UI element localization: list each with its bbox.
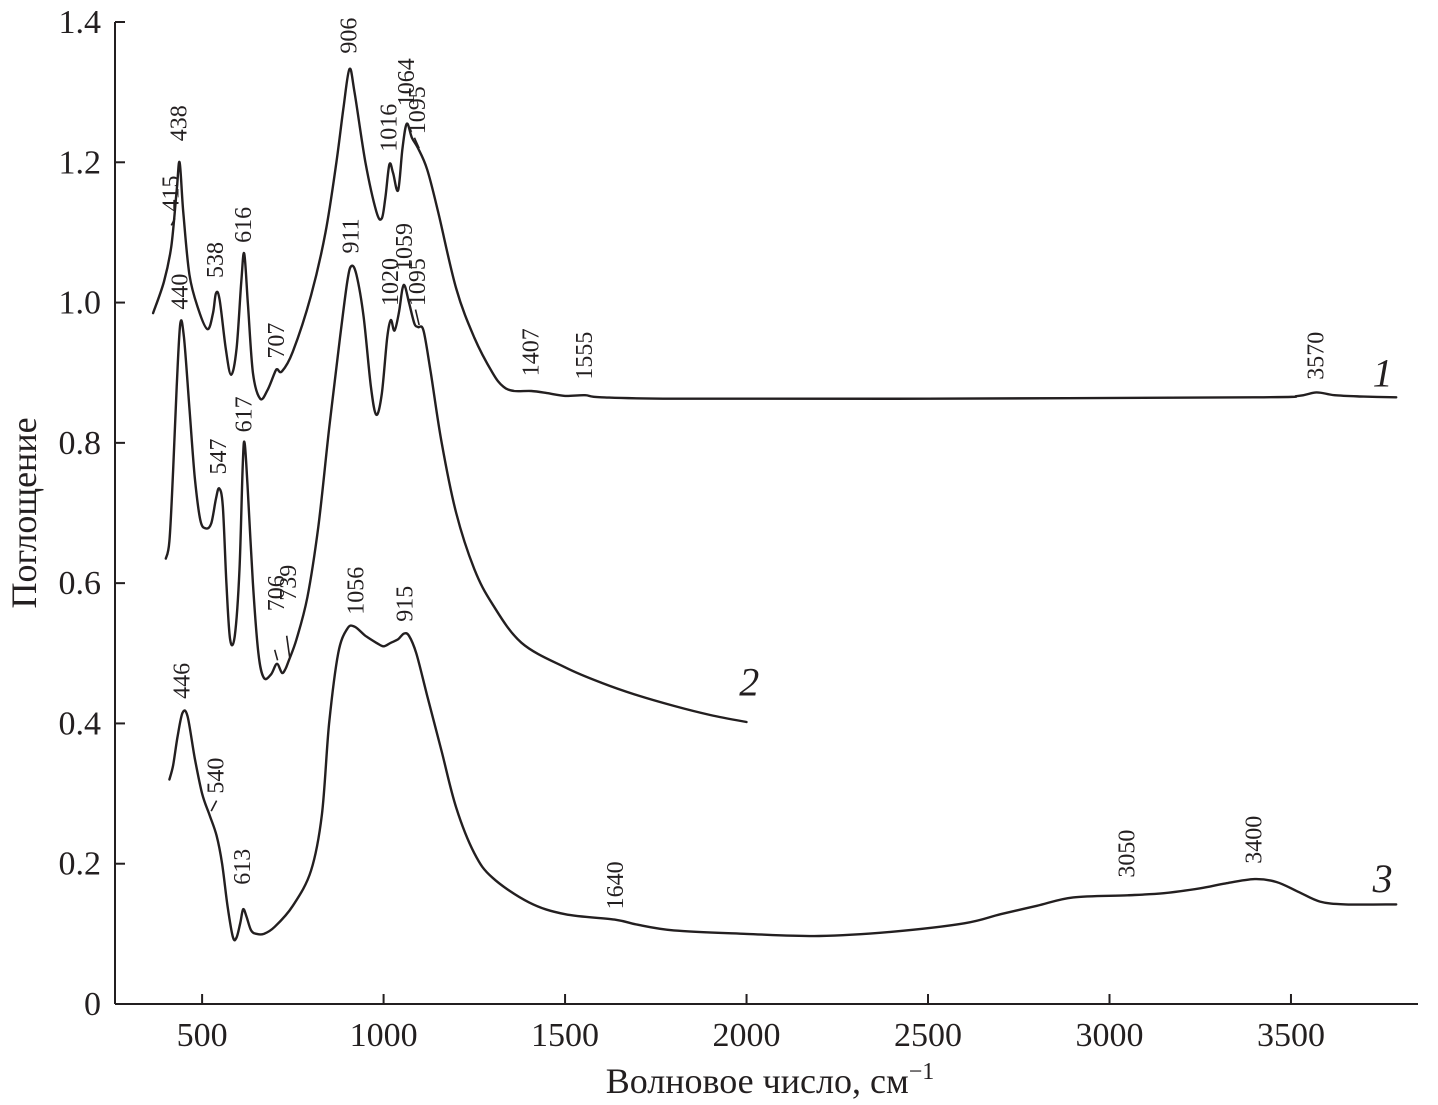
series-labels: 1 2 3 <box>739 351 1392 901</box>
y-tick-label: 1.0 <box>59 285 102 322</box>
peak-label: 438 <box>167 105 193 141</box>
spectrum-line-3 <box>168 624 1398 942</box>
x-tick-label: 2500 <box>894 1017 962 1054</box>
peak-label: 739 <box>276 565 302 601</box>
peak-label: 538 <box>203 242 229 278</box>
peak-leader-line <box>210 800 218 812</box>
y-tick-label: 1.2 <box>59 144 102 181</box>
peak-leader-line <box>273 649 279 661</box>
peak-label: 1056 <box>343 567 369 615</box>
y-tick-label: 0.8 <box>59 425 102 462</box>
y-tick-label: 1.4 <box>59 4 102 41</box>
peak-label: 440 <box>167 274 193 310</box>
peak-leader-line <box>413 137 420 149</box>
peak-label: 540 <box>204 758 230 794</box>
y-tick-label: 0 <box>84 986 101 1023</box>
peak-leader-line <box>170 218 176 226</box>
peak-label: 617 <box>232 396 258 432</box>
x-tick-label: 500 <box>177 1017 228 1054</box>
peak-label: 3400 <box>1242 816 1268 864</box>
peak-label: 1640 <box>603 861 629 909</box>
x-tick-label: 2000 <box>713 1017 781 1054</box>
series-group <box>151 67 1398 942</box>
peak-label: 1020 <box>378 258 404 306</box>
series-label-2: 2 <box>739 659 759 704</box>
x-ticks: 500 1000 1500 2000 2500 3000 3500 <box>177 994 1325 1054</box>
x-tick-label: 1000 <box>350 1017 418 1054</box>
peak-label: 911 <box>338 218 364 253</box>
y-tick-label: 0.6 <box>59 565 102 602</box>
peak-label: 1407 <box>518 328 544 376</box>
peak-leader-line <box>285 635 291 657</box>
peak-label: 613 <box>230 849 256 885</box>
peak-label: 906 <box>336 18 362 54</box>
peak-label: 1016 <box>376 104 402 152</box>
peak-label: 915 <box>392 586 418 622</box>
y-axis-title: Поглощение <box>4 417 44 608</box>
peak-label: 446 <box>169 663 195 699</box>
spectrum-line-2 <box>164 264 748 724</box>
y-ticks: 0 0.2 0.4 0.6 0.8 1.0 1.2 1.4 <box>59 4 125 1023</box>
x-tick-label: 1500 <box>531 1017 599 1054</box>
peak-label: 547 <box>206 438 232 474</box>
spectrum-line-1 <box>151 67 1398 401</box>
series-label-3: 3 <box>1372 856 1393 901</box>
peak-label: 1095 <box>405 258 431 306</box>
peak-label: 1059 <box>392 223 418 271</box>
peak-label: 1555 <box>572 332 598 380</box>
peak-label: 1064 <box>394 58 420 106</box>
peak-leader-line <box>414 309 420 326</box>
series-label-1: 1 <box>1373 351 1393 396</box>
y-tick-label: 0.2 <box>59 846 102 883</box>
peak-label: 706 <box>264 575 290 611</box>
axes <box>114 22 1418 1005</box>
peak-label: 415 <box>158 175 184 211</box>
peak-label: 3050 <box>1115 830 1141 878</box>
x-tick-label: 3500 <box>1257 1017 1325 1054</box>
x-axis-title: Волновое число, см−1 <box>606 1059 935 1101</box>
y-tick-label: 0.4 <box>59 705 102 742</box>
peak-label: 707 <box>264 323 290 359</box>
x-axis-title-superscript: −1 <box>909 1059 935 1085</box>
peak-label: 1095 <box>405 86 431 134</box>
x-tick-label: 3000 <box>1075 1017 1143 1054</box>
peak-label: 616 <box>231 207 257 243</box>
peak-label: 3570 <box>1303 332 1329 380</box>
